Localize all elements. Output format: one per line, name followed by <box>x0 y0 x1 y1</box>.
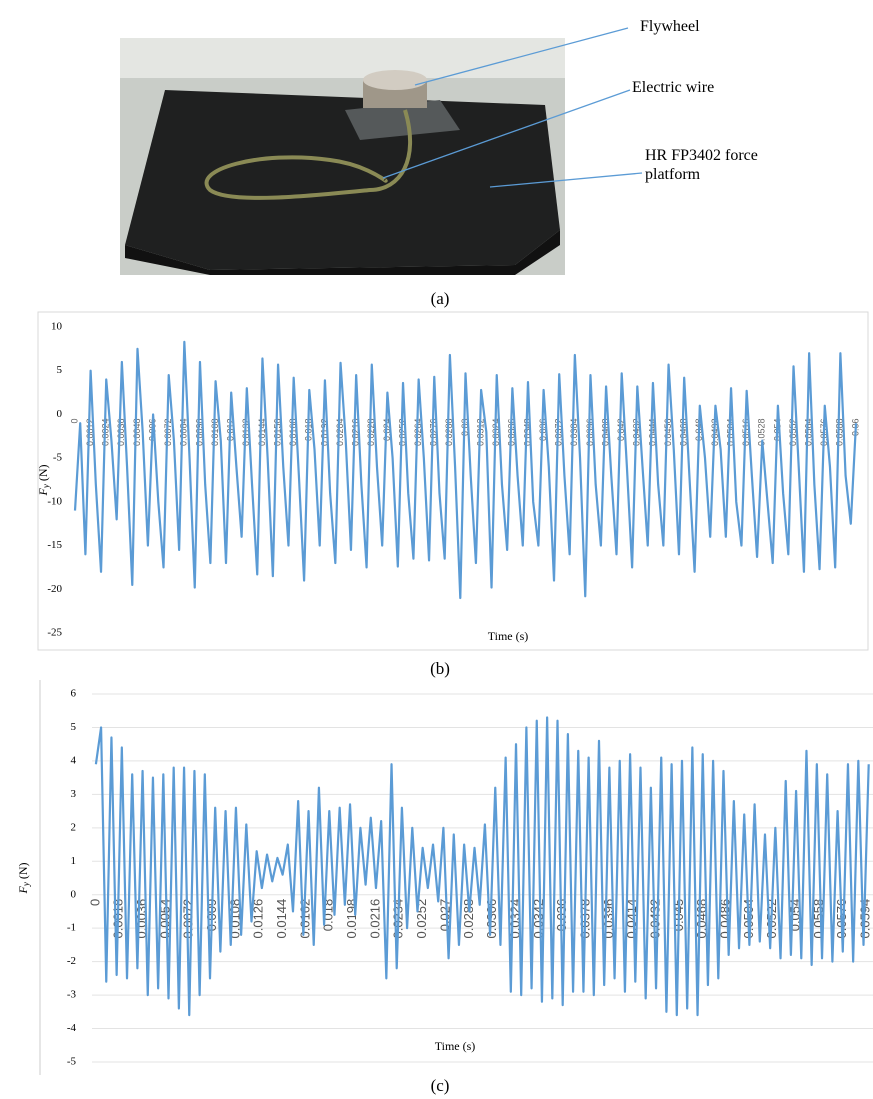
y-tick-label: -3 <box>67 989 77 1001</box>
caption: (c) <box>431 1076 450 1095</box>
x-axis-label: Time (s) <box>435 1039 476 1053</box>
y-axis-label: Fy(N) <box>36 464 51 496</box>
y-tick-label: 1 <box>71 855 77 867</box>
y-tick-label: 3 <box>71 788 77 800</box>
y-tick-label: 6 <box>71 688 77 700</box>
y-tick-label: -5 <box>53 452 63 464</box>
y-tick-label: -25 <box>47 627 62 639</box>
y-tick-label: 2 <box>71 821 77 833</box>
y-axis-label-unit: (N) <box>36 464 50 481</box>
y-tick-label: 5 <box>57 364 63 376</box>
photo-flywheel-top <box>363 70 427 90</box>
data-line <box>96 717 869 1015</box>
y-axis-label: Fy(N) <box>16 862 31 894</box>
photo: (a) <box>120 28 642 308</box>
caption: (b) <box>430 659 450 678</box>
y-axis-label-unit: (N) <box>16 862 30 879</box>
photo-label: Electric wire <box>632 78 714 97</box>
x-tick-label: 0.0216 <box>367 899 382 939</box>
photo-label: HR FP3402 force platform <box>645 146 770 184</box>
y-axis-label-subscript: y <box>41 484 51 489</box>
page: (a) -25-20-15-10-5051000.00120.00240.003… <box>0 0 873 1099</box>
data-line <box>75 342 856 598</box>
photo-label: Flywheel <box>640 17 700 36</box>
y-tick-label: -4 <box>67 1022 77 1034</box>
y-tick-label: 4 <box>71 754 77 766</box>
y-tick-label: -20 <box>47 583 62 595</box>
y-tick-label: -1 <box>67 922 76 934</box>
y-tick-label: 0 <box>57 408 63 420</box>
y-axis-label-subscript: y <box>21 882 31 887</box>
y-tick-label: -2 <box>67 955 76 967</box>
x-tick-label: 0 <box>69 418 79 423</box>
y-tick-label: -10 <box>47 495 62 507</box>
x-axis-label: Time (s) <box>488 629 529 643</box>
caption: (a) <box>431 289 450 308</box>
y-tick-label: -5 <box>67 1056 77 1068</box>
x-tick-label: 0.0144 <box>274 899 289 939</box>
y-tick-label: 10 <box>51 321 63 333</box>
photo-wall <box>120 38 565 78</box>
x-tick-label: 0 <box>87 899 102 906</box>
y-tick-label: 0 <box>71 888 77 900</box>
photo-platform <box>125 90 560 270</box>
y-tick-label: -15 <box>47 539 62 551</box>
y-tick-label: 5 <box>71 721 77 733</box>
